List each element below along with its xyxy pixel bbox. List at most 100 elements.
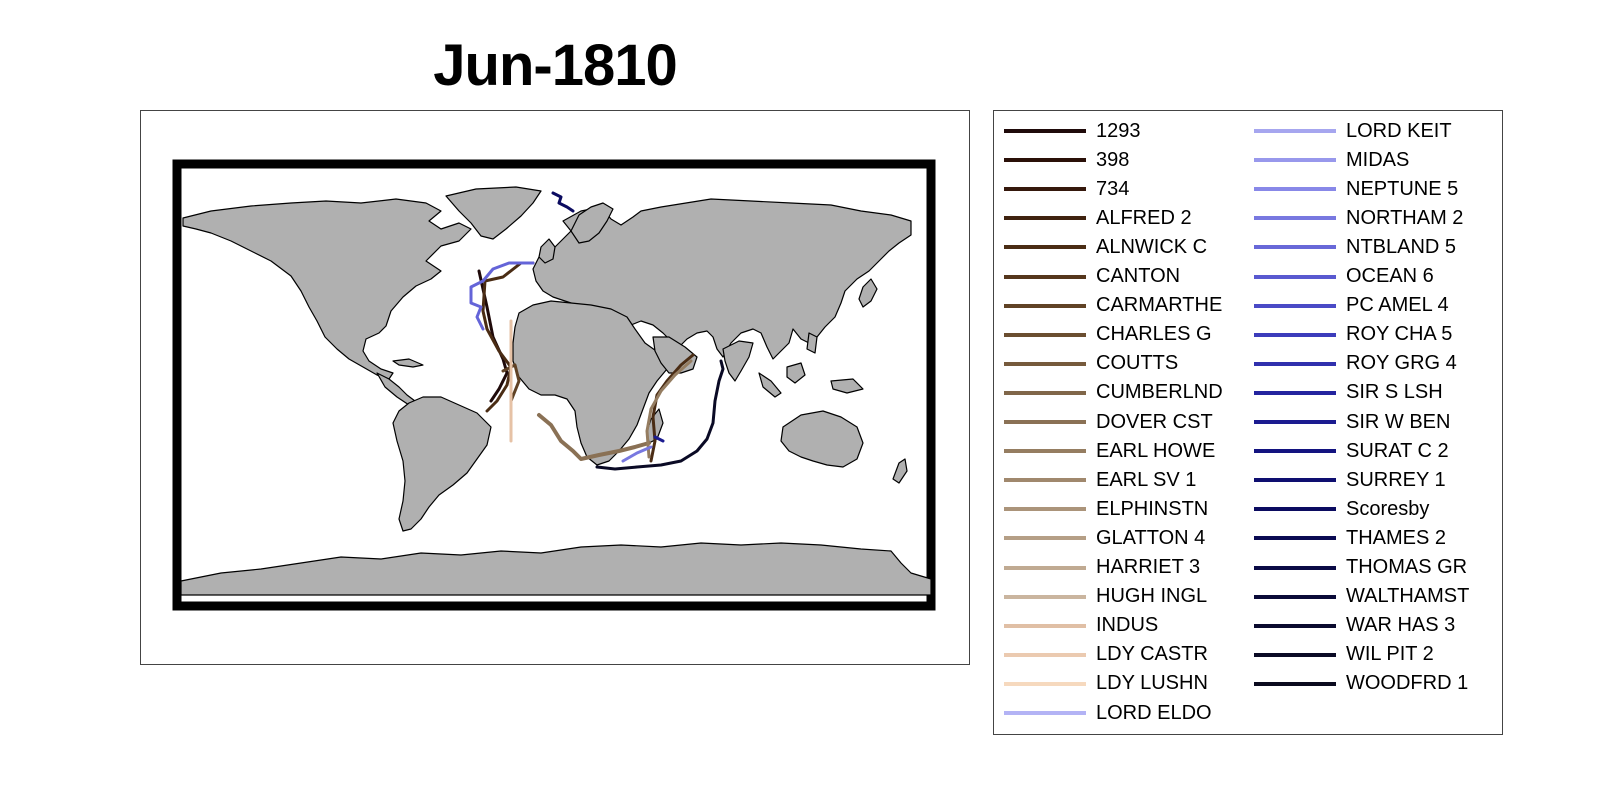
legend-entry: 1293 [1004, 117, 1141, 145]
south-america [392, 396, 492, 532]
legend-entry: LORD KEIT [1254, 117, 1452, 145]
legend-swatch [1004, 216, 1086, 221]
legend-swatch [1254, 129, 1336, 133]
legend-entry: CARMARTHE [1004, 292, 1222, 320]
legend-swatch [1254, 332, 1336, 337]
legend-label: WIL PIT 2 [1346, 643, 1434, 666]
track-sir-w-ben [653, 435, 665, 443]
legend-label: WALTHAMST [1346, 585, 1470, 608]
legend-swatch [1004, 361, 1086, 366]
legend-swatch [1254, 245, 1336, 250]
legend-label: ALNWICK C [1096, 235, 1208, 258]
legend-entry: SURAT C 2 [1254, 437, 1449, 465]
legend-entry: THOMAS GR [1254, 554, 1467, 582]
legend-entry: MIDAS [1254, 146, 1409, 174]
legend-swatch [1254, 449, 1336, 454]
legend-entry: WOODFRD 1 [1254, 670, 1468, 698]
legend-entry: 734 [1004, 175, 1129, 203]
legend-swatch [1004, 449, 1086, 454]
legend-label: GLATTON 4 [1096, 526, 1206, 549]
legend-entry: EARL SV 1 [1004, 466, 1196, 494]
legend-label: THOMAS GR [1346, 556, 1468, 578]
legend-entry: DOVER CST [1004, 408, 1213, 436]
legend-label: 1293 [1096, 119, 1141, 142]
map-frame [172, 159, 936, 611]
legend-entry: WALTHAMST [1254, 583, 1469, 611]
legend-entry: Scoresby [1254, 495, 1429, 523]
legend-entry: NEPTUNE 5 [1254, 175, 1458, 203]
legend-entry: CANTON [1004, 263, 1180, 291]
legend-label: SIR S LSH [1346, 381, 1443, 404]
legend-label: COUTTS [1096, 352, 1179, 375]
chart-title: Jun-1810 [433, 33, 677, 98]
track-alnwick [481, 261, 535, 413]
legend-entry: LORD ELDO [1004, 699, 1212, 727]
legend-label: INDUS [1096, 614, 1159, 637]
legend-swatch [1004, 507, 1086, 512]
greenland [445, 186, 542, 240]
north-america [182, 198, 472, 380]
legend-label: OCEAN 6 [1346, 265, 1434, 287]
japan [858, 278, 878, 308]
legend-entry: EARL HOWE [1004, 437, 1215, 465]
legend-label: NTBLAND 5 [1346, 235, 1457, 258]
legend-label: NORTHAM 2 [1346, 206, 1464, 229]
legend-label: SURAT C 2 [1346, 439, 1449, 462]
legend-label: NEPTUNE 5 [1346, 177, 1459, 200]
legend-entry: GLATTON 4 [1004, 524, 1205, 552]
legend-swatch [1004, 420, 1086, 424]
legend-swatch [1254, 216, 1336, 221]
legend-entry: SIR W BEN [1254, 408, 1450, 436]
borneo [786, 362, 806, 384]
legend-swatch [1254, 681, 1336, 686]
legend-swatch [1254, 536, 1336, 541]
sumatra [758, 372, 782, 398]
legend-swatch [1004, 332, 1086, 337]
legend-swatch [1004, 681, 1086, 686]
legend-label: PC AMEL 4 [1346, 294, 1449, 317]
legend-entry: CHARLES G [1004, 321, 1212, 349]
world-map [172, 159, 936, 611]
legend-swatch [1254, 303, 1336, 308]
legend-swatch [1004, 187, 1086, 192]
track-neptune [621, 445, 653, 463]
antarctica [180, 542, 932, 596]
legend-label: EARL SV 1 [1096, 468, 1197, 491]
legend-swatch [1254, 652, 1336, 657]
legend-swatch [1254, 420, 1336, 424]
legend-entry: HUGH INGL [1004, 583, 1207, 611]
legend-label: Scoresby [1346, 497, 1430, 520]
central-america [376, 372, 416, 406]
legend-entry: CUMBERLND [1004, 379, 1223, 407]
legend-label: CANTON [1096, 265, 1181, 287]
track-cape-route [537, 413, 651, 461]
legend-label: DOVER CST [1096, 410, 1213, 433]
legend-label: WOODFRD 1 [1346, 672, 1469, 695]
legend-entry: ROY CHA 5 [1254, 321, 1452, 349]
legend-label: CHARLES G [1096, 323, 1212, 346]
land-masses [180, 186, 932, 596]
legend-swatch [1004, 478, 1086, 483]
legend-entry: THAMES 2 [1254, 524, 1446, 552]
legend-entry: PC AMEL 4 [1254, 292, 1449, 320]
legend-label: SURREY 1 [1346, 468, 1446, 491]
legend-label: ROY GRG 4 [1346, 352, 1457, 375]
legend-entry: COUTTS [1004, 350, 1178, 378]
track-carmarthe [501, 363, 521, 403]
legend-label: LORD ELDO [1096, 701, 1212, 724]
legend-swatch [1254, 594, 1336, 599]
new-zealand [892, 458, 908, 484]
legend-swatch [1004, 652, 1086, 657]
legend-label: 734 [1096, 177, 1130, 200]
legend-label: EARL HOWE [1096, 439, 1216, 462]
track-indian-2 [645, 359, 693, 459]
legend-swatch [1254, 274, 1336, 279]
legend-entry: ALFRED 2 [1004, 204, 1192, 232]
legend-entry: WAR HAS 3 [1254, 612, 1455, 640]
africa [512, 300, 672, 466]
legend-label: ROY CHA 5 [1346, 323, 1453, 346]
track-scoresby [551, 191, 575, 213]
legend-entry: OCEAN 6 [1254, 263, 1434, 291]
legend-label: MIDAS [1346, 148, 1410, 171]
legend-entry: 398 [1004, 146, 1129, 174]
